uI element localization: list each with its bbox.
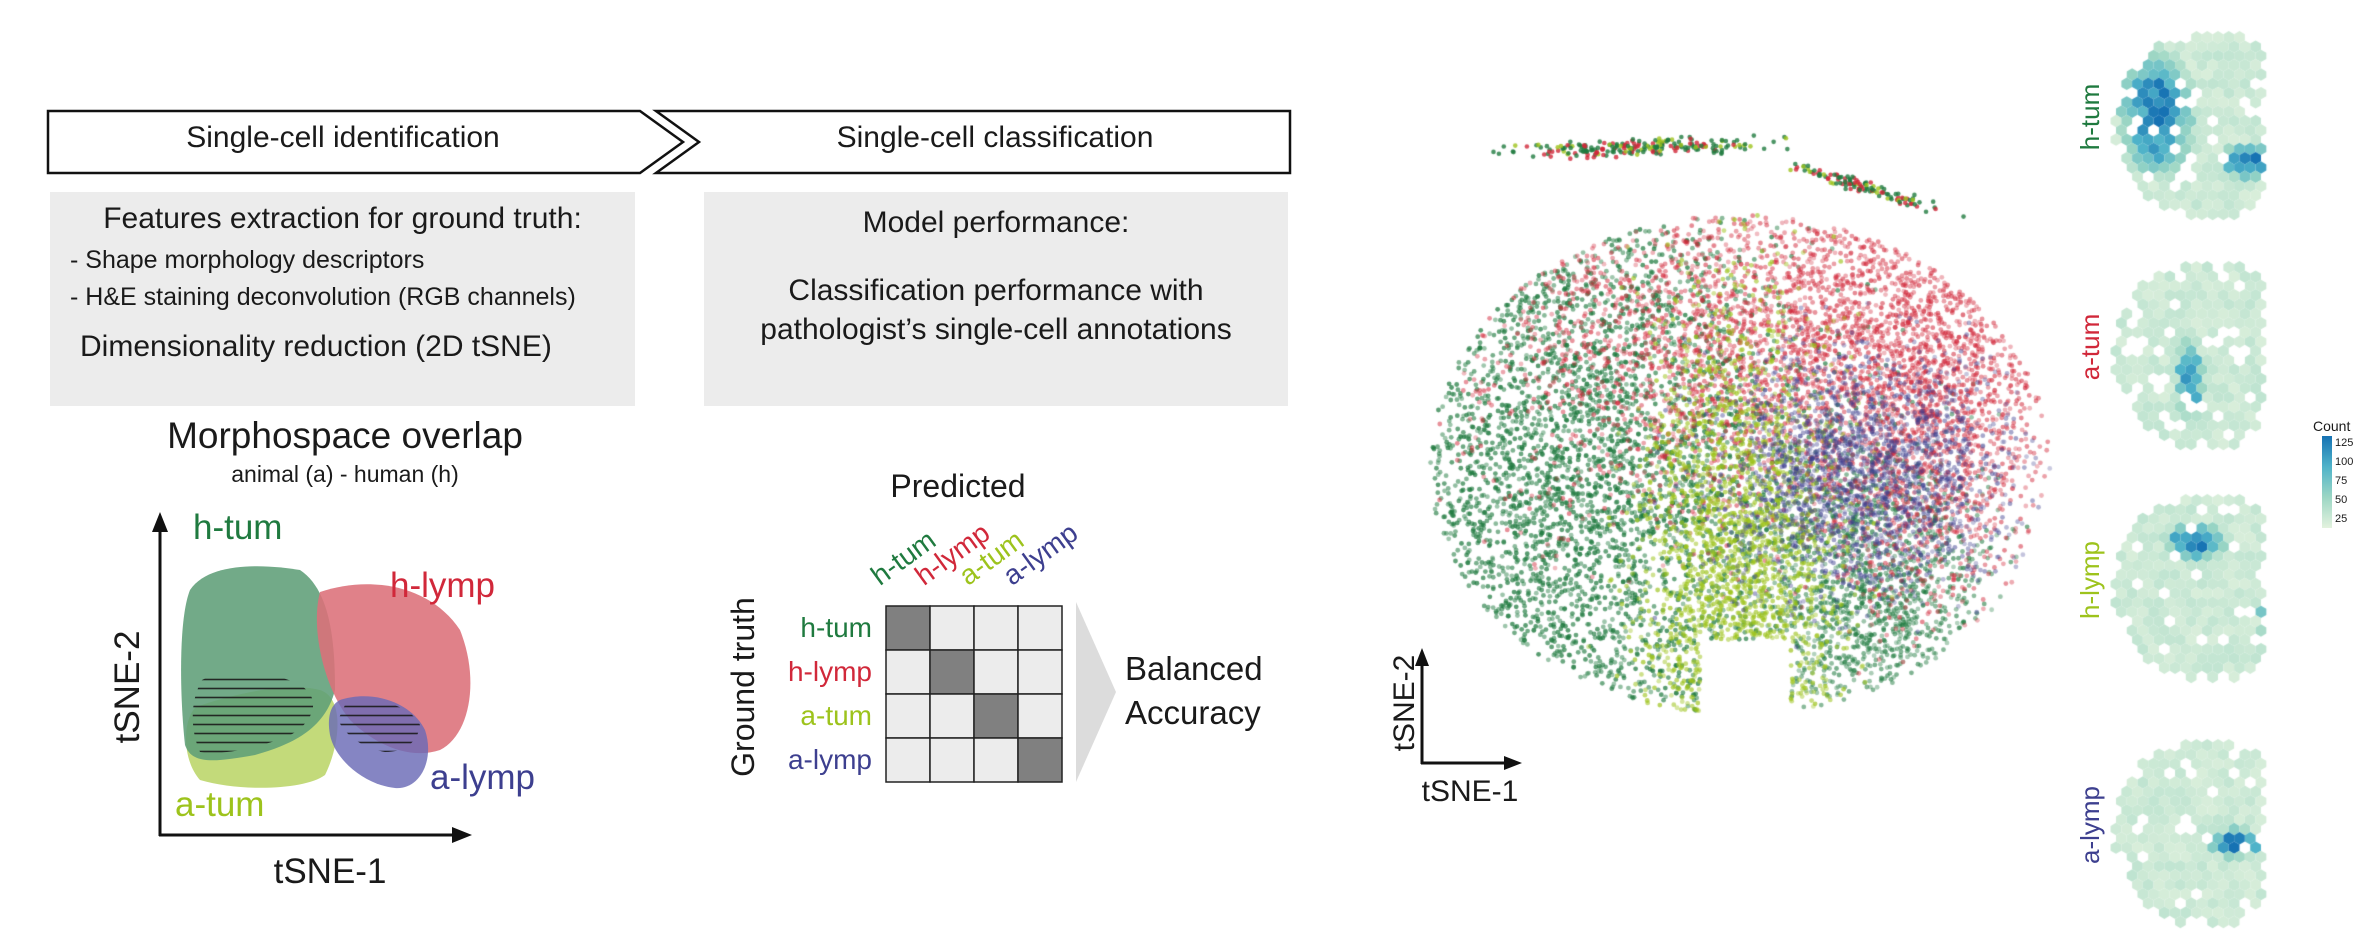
confusion-cell [929, 605, 975, 651]
morpho-y-arrowhead [152, 512, 168, 532]
confusion-cell [973, 737, 1019, 783]
confusion-cell [1017, 649, 1063, 695]
features-box [50, 192, 635, 406]
tsne-scatter [1400, 120, 2060, 770]
confusion-cell [1017, 693, 1063, 739]
colorbar-tick-label: 125 [2335, 437, 2354, 449]
density-hexbin [2110, 730, 2300, 935]
features-footer: Dimensionality reduction (2D tSNE) [80, 330, 552, 363]
features-title: Features extraction for ground truth: [103, 202, 582, 235]
features-bullet-1: - Shape morphology descriptors [70, 246, 425, 274]
confusion-cell [885, 605, 931, 651]
balanced-accuracy-line-1: Balanced [1125, 650, 1263, 687]
colorbar-tick-label: 100 [2335, 456, 2354, 468]
confusion-row-label: h-lymp [787, 656, 872, 687]
balanced-accuracy-line-2: Accuracy [1125, 694, 1261, 731]
model-box [704, 192, 1288, 406]
colorbar-title: Count [2313, 418, 2351, 434]
overlap-h-lymp-a-lymp [338, 701, 420, 752]
morphospace-schematic [152, 512, 472, 843]
confusion-row-label: h-tum [800, 612, 872, 643]
confusion-matrix [885, 605, 1063, 783]
confusion-cell [1017, 737, 1063, 783]
colorbar [2322, 436, 2332, 528]
model-title: Model performance: [862, 206, 1130, 239]
confusion-cell [973, 693, 1019, 739]
morphospace-title: Morphospace overlap [167, 415, 523, 456]
morpho-x-label: tSNE-1 [273, 852, 387, 891]
confusion-cell [973, 605, 1019, 651]
confusion-y-label: Ground truth [725, 597, 761, 777]
density-hexbin [2110, 485, 2300, 690]
morpho-label-a-tum: a-tum [175, 785, 265, 824]
confusion-row-label: a-tum [800, 700, 872, 731]
morpho-label-h-tum: h-tum [193, 508, 283, 547]
density-hexbin [2110, 252, 2300, 457]
density-hexbin [2110, 22, 2300, 227]
confusion-cell [1017, 605, 1063, 651]
step2-arrow [652, 109, 1292, 175]
confusion-cell [973, 649, 1019, 695]
confusion-cell [929, 737, 975, 783]
confusion-cell [885, 649, 931, 695]
density-panel-label: h-tum [2075, 83, 2105, 151]
tsne-x-label: tSNE-1 [1421, 775, 1519, 808]
colorbar-tick-label: 75 [2335, 475, 2348, 487]
tsne-y-label: tSNE-2 [1388, 654, 1421, 752]
confusion-title: Predicted [890, 468, 1026, 504]
accuracy-wedge [1076, 602, 1116, 782]
confusion-cell [885, 737, 931, 783]
colorbar-tick-label: 50 [2335, 494, 2348, 506]
tsne-axes [1415, 648, 1522, 770]
confusion-row-label: a-lymp [787, 744, 872, 775]
step1-label: Single-cell identification [186, 121, 500, 154]
step1-arrow [46, 109, 686, 175]
model-line-1: Classification performance with [788, 274, 1204, 307]
overlap-h-tum-a-tum [192, 671, 314, 753]
confusion-cell [885, 693, 931, 739]
density-panel-label: a-tum [2075, 313, 2105, 381]
model-line-2: pathologist’s single-cell annotations [760, 313, 1232, 346]
colorbar-tick-label: 25 [2335, 513, 2348, 525]
density-panel-label: a-lymp [2075, 786, 2105, 865]
step2-label: Single-cell classification [836, 121, 1154, 154]
density-panel-label: h-lymp [2075, 541, 2105, 620]
morphospace-subtitle: animal (a) - human (h) [231, 461, 459, 487]
morpho-y-label: tSNE-2 [108, 630, 147, 744]
confusion-cell [929, 649, 975, 695]
features-bullet-2: - H&E staining deconvolution (RGB channe… [70, 283, 576, 311]
morpho-label-a-lymp: a-lymp [430, 758, 536, 797]
morpho-label-h-lymp: h-lymp [390, 566, 496, 605]
pipeline-arrows [46, 109, 1292, 175]
confusion-cell [929, 693, 975, 739]
morpho-x-arrowhead [452, 827, 472, 843]
